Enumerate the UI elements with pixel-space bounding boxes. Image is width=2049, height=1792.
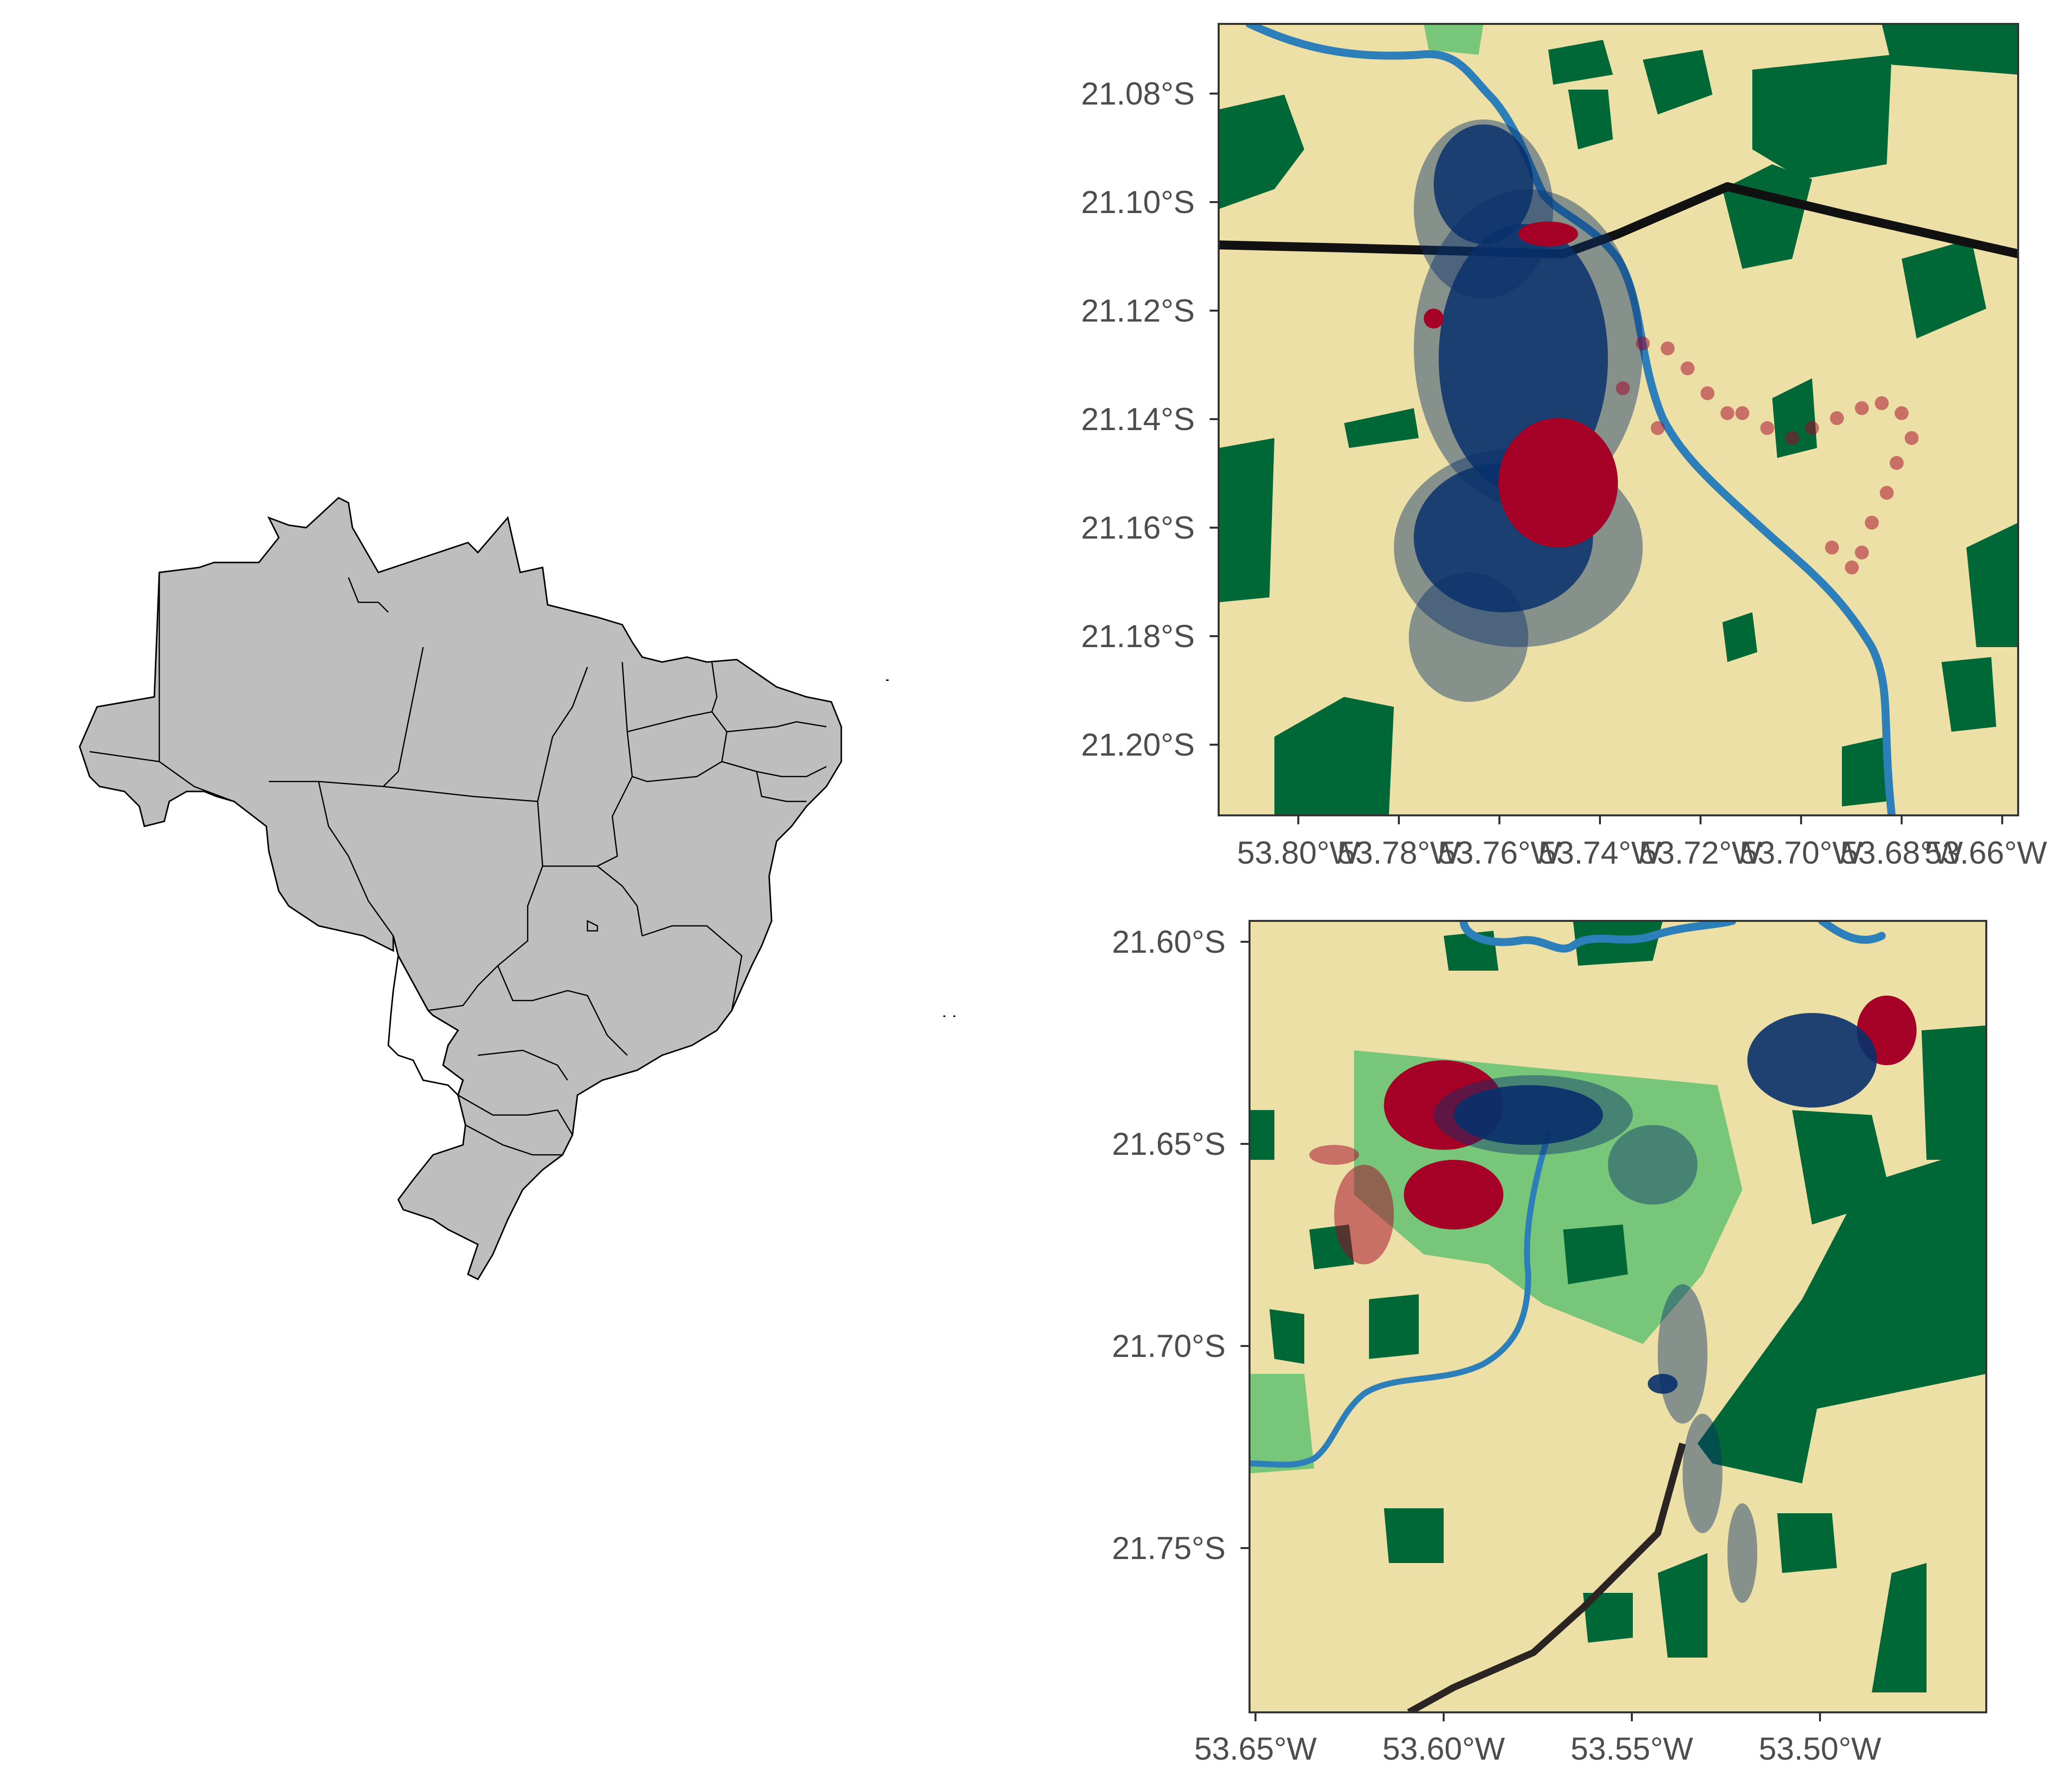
island-mark — [886, 679, 889, 681]
river — [1460, 921, 1736, 953]
top-x-axis: 53.80°W 53.78°W 53.76°W 53.74°W 53.72°W … — [1237, 815, 2048, 871]
tracking-points — [1394, 119, 1919, 702]
tick-label-y: 21.08°S — [1081, 76, 1195, 112]
forest-patches — [1250, 921, 1986, 1692]
tick-label-x: 53.70°W — [1740, 835, 1863, 871]
tick-label-y: 21.20°S — [1081, 727, 1195, 763]
tick-marks-y — [1241, 941, 1250, 1549]
state-borders — [89, 572, 827, 1156]
tick-label-x: 53.60°W — [1382, 1731, 1505, 1767]
brazil-outline — [79, 497, 842, 1280]
tick-label-y: 21.12°S — [1081, 293, 1195, 329]
road — [1407, 1443, 1686, 1712]
tick-label-y: 21.10°S — [1081, 184, 1195, 220]
points-red-trail — [1616, 336, 1919, 574]
tick-label-x: 53.80°W — [1237, 835, 1360, 871]
tick-marks-x — [1297, 815, 2003, 824]
tick-marks-x — [1254, 1712, 1821, 1721]
top-zoom-panel: 21.08°S 21.10°S 21.12°S 21.14°S 21.16°S … — [1081, 23, 2048, 871]
island-mark — [943, 1015, 945, 1017]
tick-label-x: 53.76°W — [1438, 835, 1561, 871]
river — [1250, 1132, 1551, 1468]
island-mark — [953, 1015, 955, 1017]
bottom-x-axis: 53.65°W 53.60°W 53.55°W 53.50°W — [1194, 1712, 1882, 1767]
light-forest-patches — [1424, 24, 1483, 55]
tick-label-y: 21.65°S — [1112, 1126, 1226, 1162]
brazil-overview-map — [79, 497, 955, 1280]
tick-label-x: 53.68°W — [1840, 835, 1963, 871]
tick-label-y: 21.16°S — [1081, 510, 1195, 546]
tick-label-y: 21.75°S — [1112, 1530, 1226, 1566]
bottom-zoom-panel: 21.60°S 21.65°S 21.70°S 21.75°S 53.65°W … — [1112, 920, 1987, 1767]
bottom-y-axis: 21.60°S 21.65°S 21.70°S 21.75°S — [1112, 924, 1250, 1566]
tick-label-x: 53.72°W — [1639, 835, 1762, 871]
tick-label-x: 53.55°W — [1571, 1731, 1694, 1767]
points-blue-core — [1454, 1013, 1877, 1394]
tick-label-x: 53.50°W — [1759, 1731, 1882, 1767]
panel-border — [1249, 920, 1987, 1713]
river — [1246, 24, 1896, 815]
river — [1818, 921, 1886, 944]
road — [1219, 182, 2018, 258]
top-y-axis: 21.08°S 21.10°S 21.12°S 21.14°S 21.16°S … — [1081, 76, 1219, 763]
tick-label-y: 21.60°S — [1112, 924, 1226, 960]
tick-label-x: 53.66°W — [1925, 835, 2048, 871]
tick-marks-y — [1210, 93, 1219, 746]
tick-label-x: 53.65°W — [1194, 1731, 1317, 1767]
tick-label-x: 53.74°W — [1539, 835, 1662, 871]
points-red-trail — [1309, 1145, 1394, 1264]
tracking-points — [1309, 996, 1917, 1603]
tick-label-y: 21.70°S — [1112, 1328, 1226, 1364]
tick-label-y: 21.18°S — [1081, 618, 1195, 654]
tick-label-y: 21.14°S — [1081, 401, 1195, 437]
mato-grosso-do-sul-state — [387, 953, 464, 1097]
points-red-core — [1424, 222, 1618, 548]
tick-label-x: 53.78°W — [1338, 835, 1461, 871]
forest-patches — [1219, 24, 2018, 815]
